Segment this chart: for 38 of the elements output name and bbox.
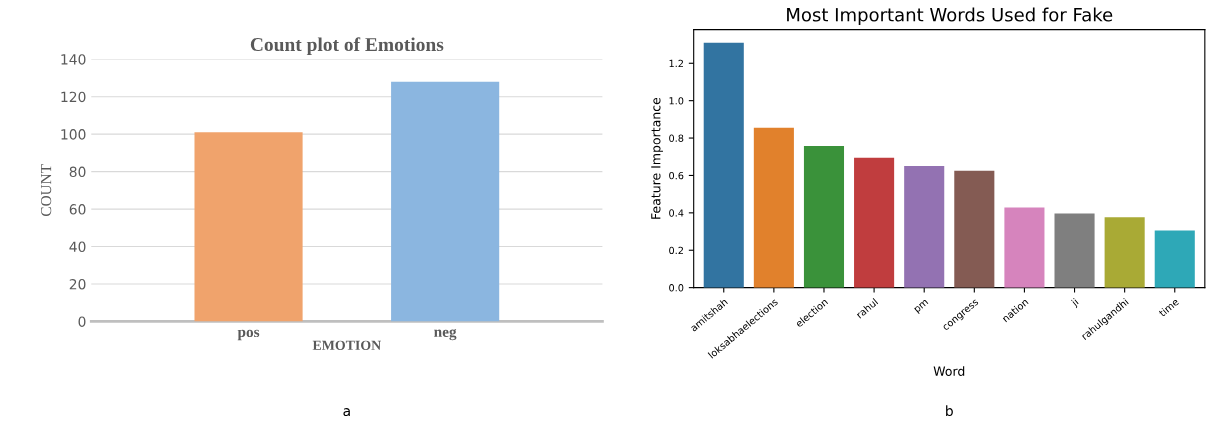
bar (1104, 217, 1145, 288)
x-tick-label: time (1158, 297, 1180, 318)
y-tick-label: 0.6 (669, 171, 684, 180)
x-axis-title: EMOTION (312, 340, 381, 350)
y-tick-label: 60 (69, 204, 86, 215)
y-tick-label: 1.0 (669, 97, 684, 105)
bar (1004, 207, 1045, 288)
x-tick-label: pm (914, 299, 930, 315)
text: a (343, 408, 350, 417)
bar (803, 146, 845, 288)
y-tick-label: 120 (61, 91, 86, 103)
y-tick-label: 0 (78, 316, 86, 327)
bar (954, 170, 995, 288)
y-tick-label: 1.2 (669, 59, 683, 67)
y-tick-label: 80 (69, 166, 86, 178)
y-tick-label: 20 (69, 278, 86, 290)
y-tick-label: 40 (69, 241, 86, 253)
bar (1054, 213, 1095, 288)
y-axis-title: COUNT (40, 164, 52, 217)
x-axis-title: Word (933, 366, 965, 376)
text: b (946, 405, 953, 417)
bar (904, 166, 945, 288)
bar (1154, 230, 1195, 288)
x-tick-label: ji (1070, 297, 1080, 309)
x-tick-label: pos (237, 329, 260, 341)
bar (854, 157, 895, 288)
x-tick-label: neg (434, 328, 457, 341)
y-tick-label: 0.2 (669, 246, 683, 255)
y-tick-label: 0.4 (669, 209, 684, 217)
y-tick-label: 0.8 (669, 134, 684, 142)
bar (753, 127, 794, 288)
y-tick-label: 0.0 (669, 284, 684, 292)
chart-title: Count plot of Emotions (250, 37, 444, 56)
chart-title: Most Important Words Used for Fake (787, 7, 1113, 26)
y-tick-label: 100 (61, 129, 86, 140)
bar (703, 42, 744, 288)
y-tick-label: 140 (61, 54, 86, 65)
y-axis-title: Feature Importance (651, 97, 663, 219)
